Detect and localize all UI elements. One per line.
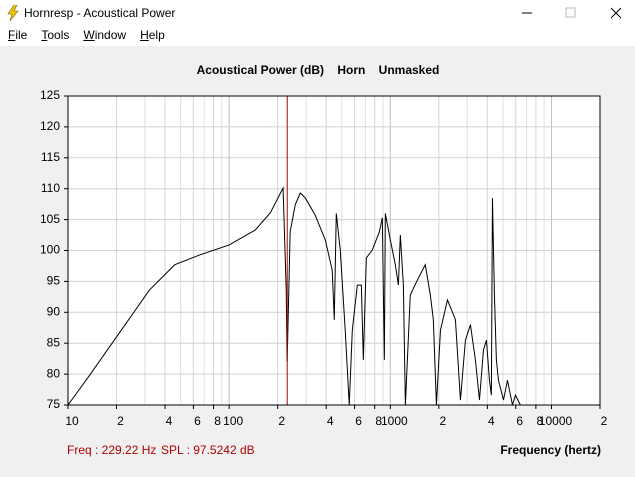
title-bar: Hornresp - Acoustical Power (0, 0, 635, 26)
window-controls[interactable] (505, 0, 635, 26)
plot-border (67, 95, 601, 406)
x-tick-label: 6 (194, 414, 201, 428)
x-tick-label: 4 (327, 414, 334, 428)
x-tick-label: 4 (166, 414, 173, 428)
y-tick-label: 95 (47, 274, 61, 288)
cursor-spl: SPL : 97.5242 dB (161, 443, 255, 457)
cursor-frequency: Freq : 229.22 Hz (67, 443, 156, 457)
x-tick-label: 1000 (381, 414, 408, 428)
y-tick-label: 105 (40, 212, 60, 226)
x-tick-label: 2 (439, 414, 446, 428)
x-tick-label: 10000 (539, 414, 573, 428)
y-tick-label: 115 (41, 150, 60, 164)
window-title: Hornresp - Acoustical Power (24, 6, 176, 20)
x-tick-label: 6 (355, 414, 362, 428)
chart-title: Acoustical Power (dB) Horn Unmasked (197, 63, 440, 77)
close[interactable] (610, 7, 622, 19)
menu-bar: File Tools Window Help (0, 26, 635, 46)
app-icon (7, 5, 19, 21)
y-tick-label: 90 (47, 304, 61, 318)
menu-item[interactable]: File (8, 28, 28, 42)
y-tick-label: 80 (47, 366, 61, 380)
menu-item[interactable]: Window (83, 28, 127, 42)
y-tick-label: 100 (40, 243, 60, 257)
y-tick-label: 85 (47, 335, 61, 349)
x-tick-label: 10 (65, 414, 79, 428)
x-tick-label: 6 (516, 414, 523, 428)
y-tick-label: 125 (40, 88, 60, 102)
x-axis-label: Frequency (hertz) (500, 443, 601, 457)
chart: Acoustical Power (dB) Horn Unmasked Freq… (0, 46, 635, 477)
x-tick-label: 8 (537, 414, 544, 428)
y-tick-label: 110 (41, 181, 60, 195)
x-tick-label: 8 (214, 414, 221, 428)
x-tick-label: 2 (117, 414, 124, 428)
x-tick-label: 2 (601, 414, 608, 428)
menu-item[interactable]: Tools (41, 28, 70, 42)
y-tick-label: 120 (40, 119, 60, 133)
x-tick-label: 4 (488, 414, 495, 428)
x-tick-label: 8 (375, 414, 382, 428)
x-tick-label: 100 (223, 414, 243, 428)
y-tick-label: 75 (47, 397, 61, 411)
maximize[interactable] (565, 7, 576, 18)
menu-item[interactable]: Help (140, 28, 165, 42)
x-tick-label: 2 (278, 414, 285, 428)
